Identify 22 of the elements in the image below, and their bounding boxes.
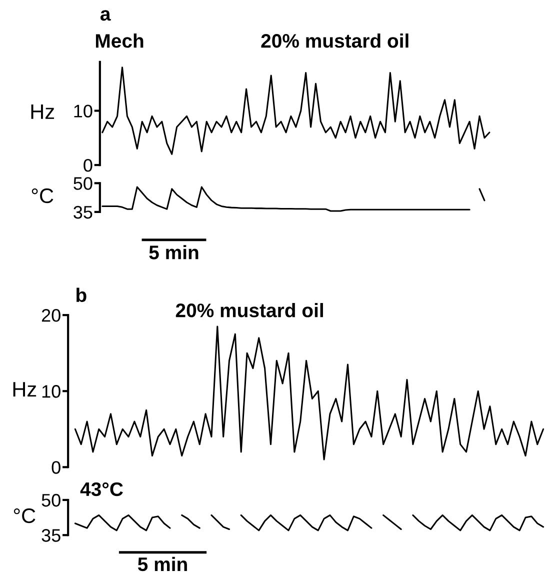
chart-title: a	[100, 10, 111, 21]
y-axis-title: °C	[14, 508, 36, 524]
y-tick-label: 0	[84, 158, 92, 172]
y-axis-title: Hz	[31, 104, 54, 119]
y-tick-label: 35	[42, 529, 60, 542]
y-tick-label: 10	[74, 104, 92, 118]
chart-title: b	[76, 288, 86, 302]
y-tick-label: 35	[74, 206, 92, 219]
y-tick-label: 0	[52, 461, 60, 474]
annotation: 20% mustard oil	[176, 303, 323, 318]
text: 5 min	[149, 245, 198, 260]
y-tick-label: 10	[42, 385, 60, 398]
y-tick-label: 20	[42, 309, 60, 322]
line-series	[74, 326, 544, 460]
text: Mech	[96, 33, 144, 48]
y-tick-label: 50	[42, 494, 60, 507]
y-tick-label: 50	[74, 177, 92, 190]
text: 5 min	[138, 556, 187, 572]
text: 43°C	[80, 482, 123, 496]
y-axis-title: Hz	[13, 382, 36, 396]
y-axis-title: °C	[32, 188, 54, 204]
text: 20% mustard oil	[261, 33, 408, 48]
